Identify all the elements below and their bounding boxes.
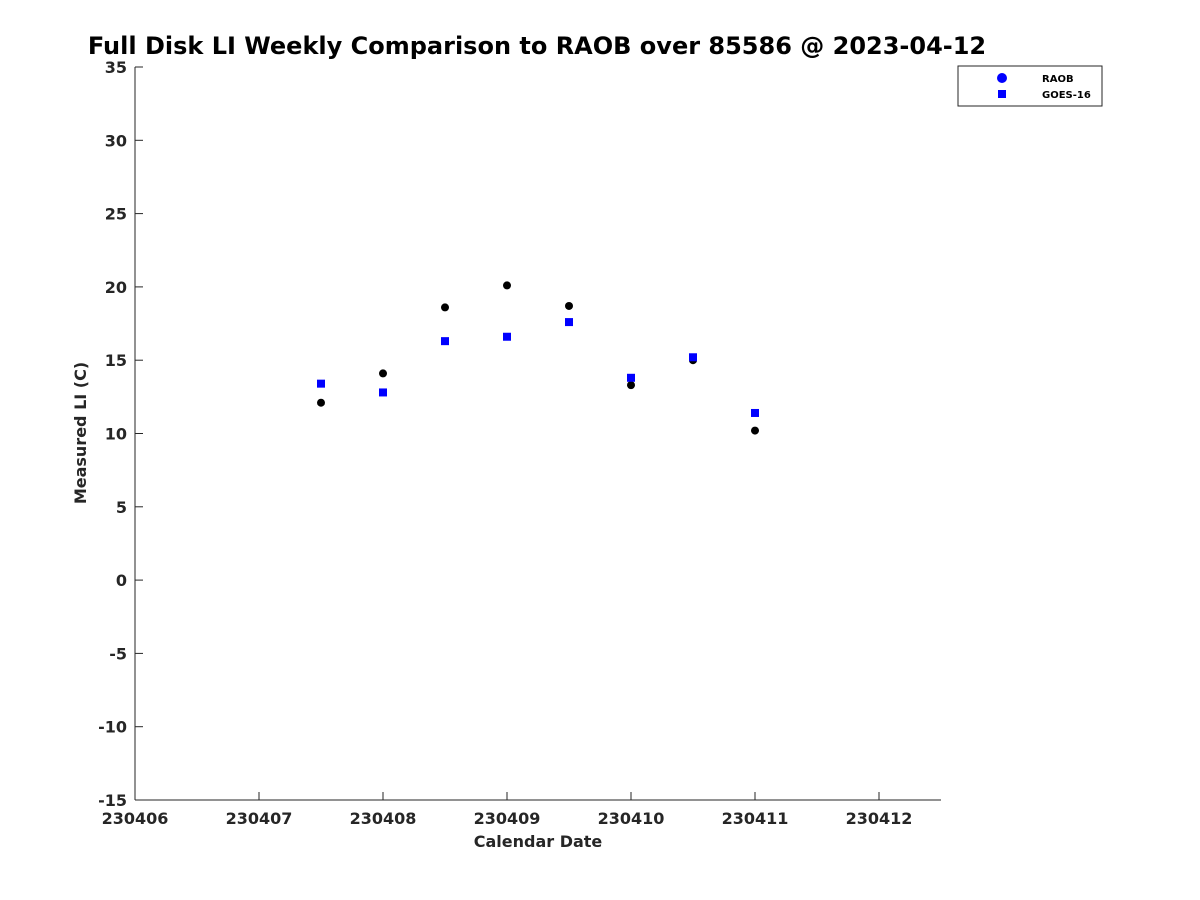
x-tick-label: 230409 [474, 809, 541, 828]
chart-title: Full Disk LI Weekly Comparison to RAOB o… [88, 32, 986, 60]
y-tick-label: 35 [105, 58, 127, 77]
goes16-point [689, 353, 697, 362]
x-tick-label: 230407 [226, 809, 293, 828]
y-tick-label: 25 [105, 205, 127, 224]
data-points [317, 281, 759, 435]
raob-point [317, 398, 325, 407]
x-axis-label: Calendar Date [474, 832, 603, 851]
legend-label-goes: GOES-16 [1042, 90, 1091, 101]
axes [134, 67, 941, 801]
goes16-point [503, 332, 511, 341]
legend-label-raob: RAOB [1042, 74, 1074, 85]
y-tick-label: 10 [105, 425, 127, 444]
legend: RAOB GOES-16 [957, 65, 1103, 107]
y-tick-label: 30 [105, 131, 127, 150]
goes16-point [317, 379, 325, 388]
goes16-point [627, 373, 635, 382]
x-tick-label: 230411 [722, 809, 789, 828]
goes16-point [441, 337, 449, 346]
y-axis-label: Measured LI (C) [71, 362, 90, 504]
raob-point [565, 301, 573, 310]
y-tick-label: -5 [109, 644, 127, 663]
raob-point [503, 281, 511, 290]
x-tick-label: 230412 [846, 809, 913, 828]
raob-point [751, 426, 759, 435]
legend-box [957, 65, 1103, 107]
raob-point [627, 381, 635, 390]
y-tick-label: 5 [116, 498, 127, 517]
x-axis-ticks: 230406 230407 230408 230409 230410 230411 2304… [102, 792, 913, 828]
goes16-point [751, 408, 759, 417]
x-tick-label: 230408 [350, 809, 417, 828]
legend-marker-raob [997, 73, 1007, 83]
raob-point [379, 369, 387, 378]
goes16-point [565, 318, 573, 327]
y-tick-label: 20 [105, 278, 127, 297]
y-tick-label: 15 [105, 351, 127, 370]
x-tick-label: 230406 [102, 809, 169, 828]
goes16-point [379, 388, 387, 397]
x-tick-label: 230410 [598, 809, 665, 828]
y-axis-ticks: -15 -10 -5 0 5 10 15 20 25 30 35 [98, 58, 143, 810]
raob-point [441, 303, 449, 312]
legend-marker-goes [998, 90, 1006, 98]
y-tick-label: -15 [98, 791, 127, 810]
y-tick-label: -10 [98, 718, 127, 737]
y-tick-label: 0 [116, 571, 127, 590]
